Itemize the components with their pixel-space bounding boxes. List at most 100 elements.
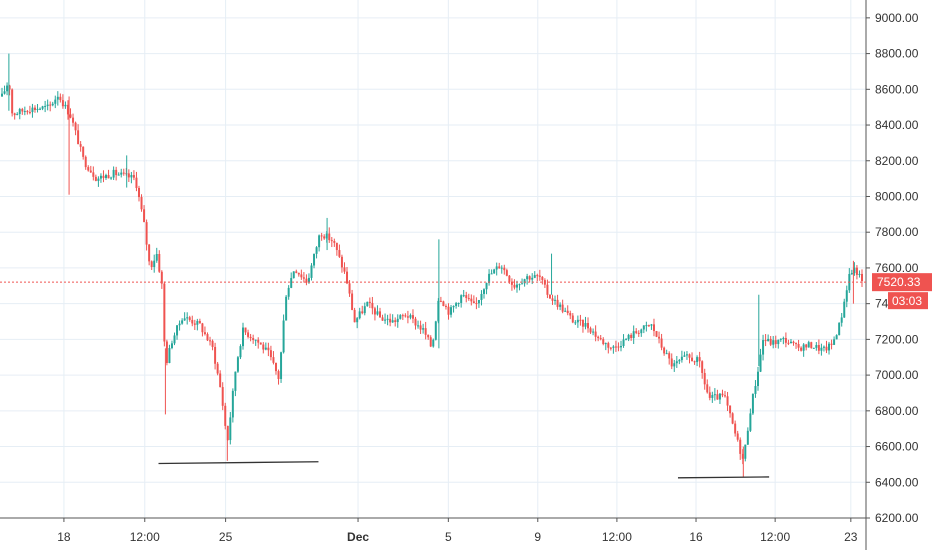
candle-body — [739, 439, 742, 454]
candle-body — [74, 122, 77, 131]
candle-body — [3, 91, 6, 94]
candle-body — [127, 173, 130, 178]
candle-body — [718, 393, 721, 400]
candle-body — [249, 336, 252, 339]
candle-body — [140, 197, 143, 210]
candle-body — [31, 107, 34, 113]
candle-body — [736, 433, 739, 440]
candle-body — [110, 177, 113, 179]
candle-body — [830, 343, 833, 345]
candle-body — [120, 172, 123, 175]
candle-body — [477, 300, 480, 304]
candle-body — [498, 266, 501, 269]
candle-body — [254, 339, 257, 341]
candle-body — [493, 269, 496, 274]
candle-body — [406, 316, 409, 318]
candle-body — [625, 339, 628, 341]
y-tick-label: 7200.00 — [875, 332, 919, 346]
candle-body — [404, 315, 407, 317]
candle-body — [158, 254, 161, 272]
candle-body — [371, 302, 374, 309]
candle-body — [688, 354, 691, 358]
candle-body — [132, 175, 135, 178]
candle-body — [310, 265, 313, 278]
candle-body — [843, 301, 846, 318]
candle-body — [571, 315, 574, 323]
candle-body — [820, 347, 823, 351]
candle-body — [176, 325, 179, 336]
candle-body — [447, 306, 450, 315]
candle-body — [680, 356, 683, 361]
candle-body — [363, 306, 366, 314]
candle-body — [607, 343, 610, 348]
candle-body — [488, 273, 491, 284]
candle-body — [315, 247, 318, 254]
candle-body — [259, 342, 262, 345]
candle-body — [376, 311, 379, 315]
candle-body — [792, 341, 795, 344]
candle-body — [452, 305, 455, 308]
candle-body — [290, 278, 293, 288]
candle-body — [807, 342, 810, 348]
candle-body — [318, 235, 321, 248]
candle-body — [526, 276, 529, 280]
candle-body — [642, 325, 645, 330]
candle-body — [462, 295, 465, 297]
candle-body — [427, 334, 430, 338]
candle-body — [432, 339, 435, 347]
candle-body — [521, 283, 524, 285]
candle-body — [538, 275, 541, 277]
candle-body — [221, 387, 224, 406]
candle-body — [97, 178, 100, 181]
candle-body — [592, 331, 595, 333]
candle-body — [838, 322, 841, 336]
candle-body — [378, 311, 381, 318]
candle-body — [21, 109, 24, 112]
candle-body — [92, 172, 95, 177]
candle-body — [518, 284, 521, 286]
candle-body — [483, 289, 486, 294]
annotations — [158, 461, 770, 479]
candle-body — [112, 169, 115, 178]
candle-body — [825, 346, 828, 351]
candle-body — [46, 104, 49, 106]
candle-body — [13, 113, 16, 116]
candle-body — [295, 271, 298, 273]
candle-body — [44, 105, 47, 107]
candle-body — [769, 338, 772, 345]
candle-body — [581, 319, 584, 327]
candle-body — [696, 357, 699, 363]
candle-body — [668, 353, 671, 359]
candle-body — [655, 331, 658, 337]
candle-body — [56, 96, 59, 100]
candle-body — [244, 327, 247, 333]
candle-body — [713, 394, 716, 396]
candle-body — [508, 275, 511, 282]
candle-body — [33, 107, 36, 110]
candle-body — [115, 169, 118, 176]
candle-body — [650, 324, 653, 326]
candle-body — [584, 322, 587, 327]
candle-body — [137, 188, 140, 198]
y-tick-label: 6200.00 — [875, 511, 919, 525]
candle-body — [39, 108, 42, 110]
x-tick-label: 12:00 — [760, 530, 790, 544]
candle-body — [1, 93, 3, 97]
candle-body — [858, 273, 861, 275]
candle-body — [262, 344, 265, 350]
candle-body — [622, 339, 625, 346]
candle-body — [515, 284, 518, 288]
candle-body — [828, 343, 831, 351]
candle-body — [297, 272, 300, 275]
y-tick-label: 6400.00 — [875, 475, 919, 489]
candle-body — [389, 318, 392, 323]
candle-body — [216, 363, 219, 374]
candle-body — [219, 373, 222, 388]
candle-body — [822, 346, 825, 348]
candle-body — [384, 319, 387, 321]
candle-body — [305, 278, 308, 283]
candle-body — [340, 256, 343, 268]
countdown-tag — [888, 292, 928, 310]
